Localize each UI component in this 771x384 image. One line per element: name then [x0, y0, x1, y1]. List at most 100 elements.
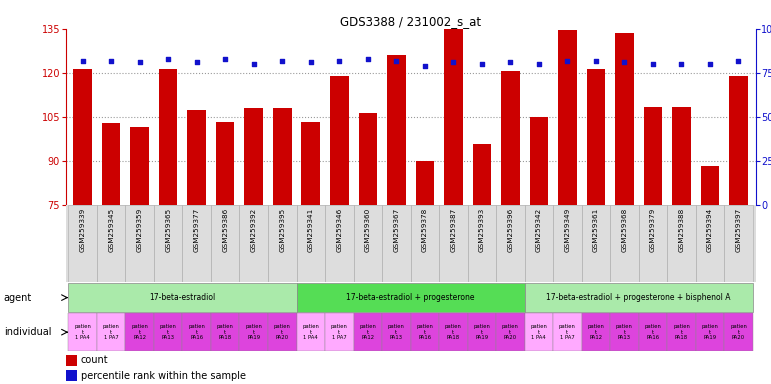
Point — [390, 58, 402, 64]
Bar — [587, 68, 605, 205]
Title: GDS3388 / 231002_s_at: GDS3388 / 231002_s_at — [340, 15, 481, 28]
Text: GSM259396: GSM259396 — [507, 208, 513, 252]
Bar — [724, 313, 752, 351]
Text: GSM259359: GSM259359 — [136, 208, 143, 252]
Bar — [695, 205, 724, 282]
Bar — [610, 313, 638, 351]
Text: GSM259346: GSM259346 — [336, 208, 342, 252]
Text: patien
t
PA20: patien t PA20 — [502, 324, 519, 340]
Point — [133, 59, 146, 65]
Point — [533, 61, 545, 67]
Text: GSM259386: GSM259386 — [222, 208, 228, 252]
Point — [675, 61, 688, 67]
Bar — [473, 144, 491, 205]
Bar — [244, 108, 263, 205]
Point — [162, 56, 174, 62]
Point — [590, 58, 602, 64]
Point — [732, 58, 745, 64]
Bar — [382, 313, 410, 351]
Bar — [524, 313, 553, 351]
Bar — [667, 205, 695, 282]
Text: GSM259342: GSM259342 — [536, 208, 542, 252]
Point — [504, 59, 517, 65]
Bar — [66, 370, 76, 381]
Text: patien
t
1 PA7: patien t 1 PA7 — [103, 324, 120, 340]
Bar — [159, 68, 177, 205]
Text: patien
t
PA12: patien t PA12 — [359, 324, 376, 340]
Bar — [387, 55, 406, 205]
Bar — [410, 313, 439, 351]
Text: GSM259365: GSM259365 — [165, 208, 171, 252]
Text: patien
t
PA19: patien t PA19 — [245, 324, 262, 340]
Text: GSM259377: GSM259377 — [194, 208, 200, 252]
Bar — [558, 30, 577, 205]
Bar — [524, 205, 553, 282]
Bar — [240, 205, 268, 282]
Bar — [69, 313, 97, 351]
Bar — [672, 107, 691, 205]
Bar — [330, 76, 348, 205]
Bar — [667, 313, 695, 351]
Bar — [410, 205, 439, 282]
Text: patien
t
PA16: patien t PA16 — [188, 324, 205, 340]
Bar — [187, 110, 206, 205]
Text: GSM259395: GSM259395 — [279, 208, 285, 252]
Point — [247, 61, 260, 67]
Bar — [216, 121, 234, 205]
Bar — [97, 313, 126, 351]
Text: patien
t
PA13: patien t PA13 — [388, 324, 405, 340]
Bar — [273, 108, 291, 205]
Text: patien
t
PA12: patien t PA12 — [588, 324, 604, 340]
Bar — [724, 205, 752, 282]
Bar — [154, 313, 183, 351]
Text: patien
t
PA18: patien t PA18 — [217, 324, 234, 340]
Point — [105, 58, 117, 64]
Bar — [729, 76, 748, 205]
Text: patien
t
1 PA4: patien t 1 PA4 — [74, 324, 91, 340]
Point — [219, 56, 231, 62]
Bar — [325, 313, 354, 351]
Bar — [66, 355, 76, 366]
Bar — [359, 113, 377, 205]
Bar — [553, 205, 581, 282]
Bar — [268, 313, 297, 351]
Bar — [501, 71, 520, 205]
Bar — [268, 205, 297, 282]
Text: patien
t
PA18: patien t PA18 — [445, 324, 462, 340]
Text: patien
t
PA19: patien t PA19 — [473, 324, 490, 340]
Text: patien
t
PA16: patien t PA16 — [645, 324, 662, 340]
Bar — [695, 313, 724, 351]
Text: patien
t
PA20: patien t PA20 — [274, 324, 291, 340]
Text: GSM259392: GSM259392 — [251, 208, 257, 252]
Bar — [467, 205, 496, 282]
Text: patien
t
PA13: patien t PA13 — [160, 324, 177, 340]
Point — [362, 56, 374, 62]
Bar — [154, 205, 183, 282]
Bar — [69, 205, 97, 282]
Text: GSM259397: GSM259397 — [736, 208, 742, 252]
Bar — [644, 107, 662, 205]
Text: count: count — [81, 355, 109, 365]
Text: GSM259378: GSM259378 — [422, 208, 428, 252]
Bar — [211, 205, 240, 282]
Bar — [297, 313, 325, 351]
Bar — [638, 313, 667, 351]
Bar — [524, 283, 752, 312]
Bar — [581, 205, 610, 282]
Text: GSM259360: GSM259360 — [365, 208, 371, 252]
Text: individual: individual — [4, 327, 52, 337]
Bar — [126, 313, 154, 351]
Bar — [183, 205, 211, 282]
Point — [276, 58, 288, 64]
Bar — [297, 205, 325, 282]
Text: patien
t
1 PA7: patien t 1 PA7 — [559, 324, 576, 340]
Point — [647, 61, 659, 67]
Text: GSM259361: GSM259361 — [593, 208, 599, 252]
Bar — [553, 313, 581, 351]
Text: 17-beta-estradiol + progesterone: 17-beta-estradiol + progesterone — [346, 293, 475, 302]
Text: patien
t
1 PA4: patien t 1 PA4 — [530, 324, 547, 340]
Bar — [382, 205, 410, 282]
Bar — [615, 33, 634, 205]
Bar — [240, 313, 268, 351]
Text: 17-beta-estradiol: 17-beta-estradiol — [150, 293, 216, 302]
